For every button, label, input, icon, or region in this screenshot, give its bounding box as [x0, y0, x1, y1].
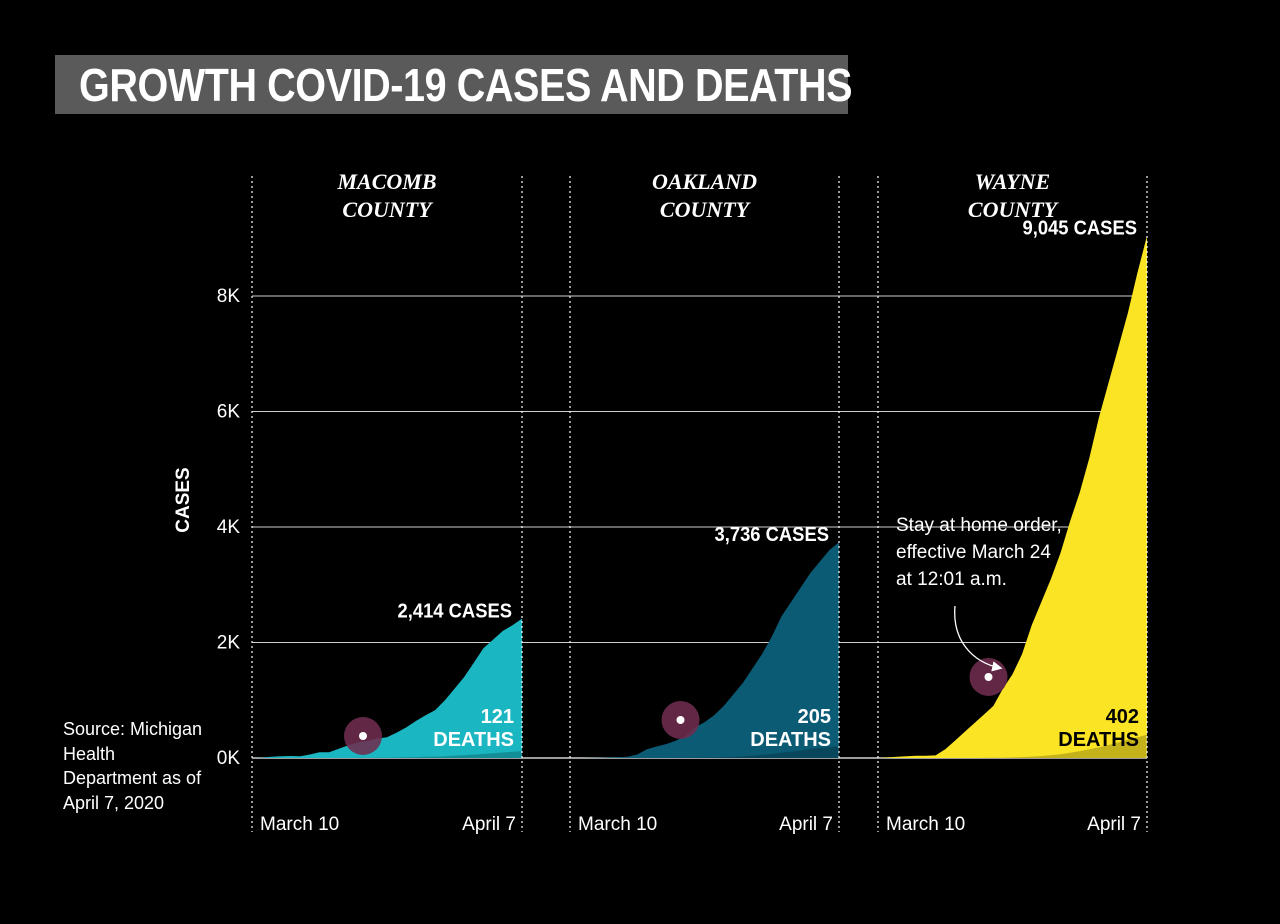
- deaths-area: [252, 751, 522, 758]
- stay-home-marker-dot: [984, 673, 993, 681]
- deaths-value: 402: [1106, 706, 1139, 728]
- annotation-line: Stay at home order,: [896, 515, 1062, 536]
- x-tick-start: March 10: [886, 814, 965, 835]
- county-label: COUNTY: [660, 197, 752, 222]
- y-tick-label: 8K: [217, 286, 241, 307]
- x-tick-end: April 7: [462, 814, 516, 835]
- cases-area: [878, 235, 1147, 758]
- county-name: OAKLAND: [652, 169, 757, 194]
- cases-label: 3,736 CASES: [715, 525, 830, 547]
- x-tick-end: April 7: [1087, 814, 1141, 835]
- stay-home-marker-dot: [359, 732, 367, 740]
- deaths-value: 205: [798, 706, 831, 728]
- deaths-label: DEATHS: [1058, 729, 1139, 751]
- annotation-arrow: [954, 605, 1003, 672]
- county-label: COUNTY: [342, 197, 434, 222]
- deaths-area: [570, 746, 839, 758]
- x-tick-end: April 7: [779, 814, 833, 835]
- deaths-label: DEATHS: [433, 729, 514, 751]
- y-tick-label: 4K: [217, 517, 241, 538]
- stay-home-marker-dot: [676, 716, 685, 724]
- deaths-label: DEATHS: [750, 729, 831, 751]
- y-axis: 8K 6K 4K 2K 0K CASES: [173, 286, 240, 769]
- county-name: WAYNE: [975, 169, 1050, 194]
- source-note: Source: Michigan Health Department as of…: [63, 719, 203, 813]
- y-axis-label: CASES: [173, 467, 194, 532]
- deaths-value: 121: [481, 706, 514, 728]
- cases-area: [570, 542, 839, 758]
- chart-title: GROWTH COVID-19 CASES AND DEATHS: [79, 58, 853, 111]
- annotation-line: at 12:01 a.m.: [896, 569, 1007, 590]
- title-bar: GROWTH COVID-19 CASES AND DEATHS: [55, 55, 853, 114]
- cases-label: 2,414 CASES: [398, 601, 513, 623]
- deaths-area: [878, 734, 1147, 758]
- y-tick-label: 0K: [217, 748, 241, 769]
- cases-area: [252, 618, 522, 758]
- annotation-line: effective March 24: [896, 542, 1051, 563]
- county-name: MACOMB: [336, 169, 436, 194]
- county-label: COUNTY: [968, 197, 1060, 222]
- x-tick-start: March 10: [260, 814, 339, 835]
- x-tick-start: March 10: [578, 814, 657, 835]
- y-tick-label: 6K: [217, 402, 241, 423]
- cases-label: 9,045 CASES: [1023, 218, 1138, 240]
- y-tick-label: 2K: [217, 633, 241, 654]
